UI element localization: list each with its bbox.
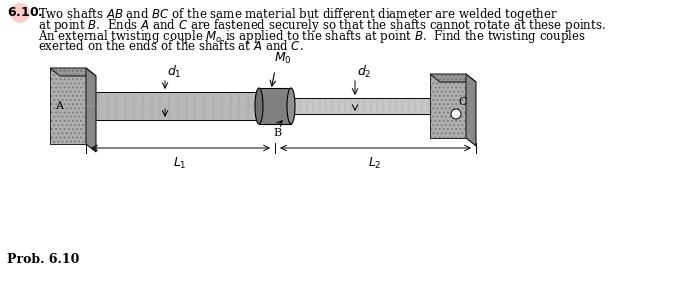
Text: B: B bbox=[273, 128, 281, 138]
Polygon shape bbox=[430, 74, 466, 138]
Text: $L_1$: $L_1$ bbox=[173, 156, 187, 171]
Polygon shape bbox=[50, 68, 96, 76]
Circle shape bbox=[10, 3, 30, 23]
Polygon shape bbox=[86, 68, 96, 152]
Text: A: A bbox=[55, 101, 63, 111]
Ellipse shape bbox=[255, 88, 263, 124]
Bar bbox=[259, 88, 291, 124]
Text: $\mathbf{6.10.}$: $\mathbf{6.10.}$ bbox=[7, 6, 43, 19]
Text: $d_1$: $d_1$ bbox=[167, 64, 182, 80]
Ellipse shape bbox=[287, 88, 295, 124]
Text: exerted on the ends of the shafts at $A$ and $C$.: exerted on the ends of the shafts at $A$… bbox=[38, 39, 304, 53]
Circle shape bbox=[451, 109, 461, 119]
Bar bbox=[86, 92, 259, 120]
Text: $d_2$: $d_2$ bbox=[357, 64, 372, 80]
Bar bbox=[291, 98, 430, 114]
Text: $L_2$: $L_2$ bbox=[368, 156, 382, 171]
Polygon shape bbox=[50, 68, 86, 144]
Text: C: C bbox=[458, 97, 466, 107]
Text: Prob. 6.10: Prob. 6.10 bbox=[7, 253, 79, 266]
Text: An external twisting couple $M_o$ is applied to the shafts at point $B$.  Find t: An external twisting couple $M_o$ is app… bbox=[38, 28, 586, 45]
Polygon shape bbox=[466, 74, 476, 146]
Text: Two shafts $AB$ and $BC$ of the same material but different diameter are welded : Two shafts $AB$ and $BC$ of the same mat… bbox=[38, 6, 558, 23]
Polygon shape bbox=[430, 74, 476, 82]
Text: $M_0$: $M_0$ bbox=[274, 51, 292, 66]
Text: at point $B$.  Ends $A$ and $C$ are fastened securely so that the shafts cannot : at point $B$. Ends $A$ and $C$ are faste… bbox=[38, 17, 606, 34]
